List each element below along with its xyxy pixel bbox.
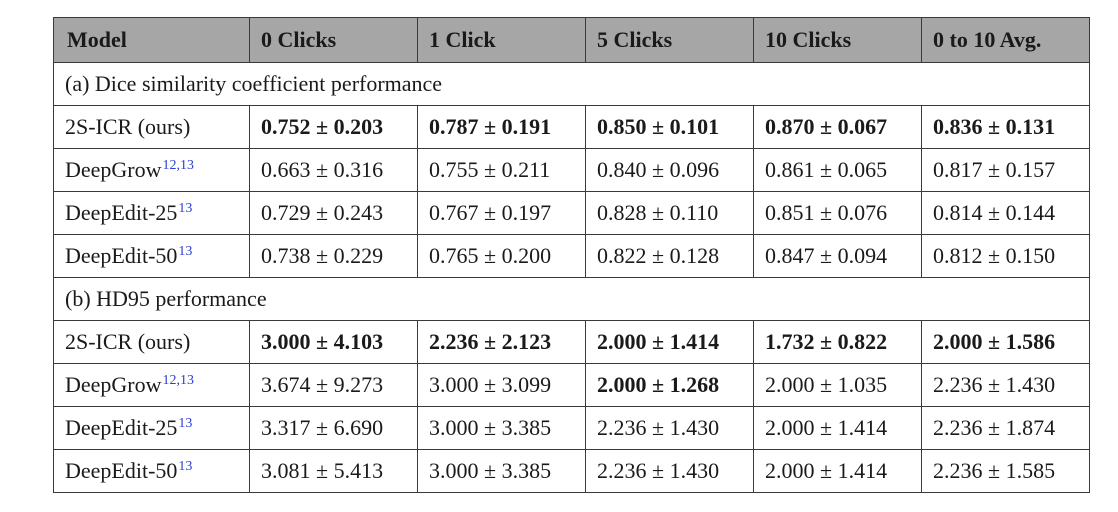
model-cell: DeepEdit-5013	[53, 234, 250, 278]
metric-cell: 0.851 ± 0.076	[753, 191, 922, 235]
table-row: DeepEdit-5013 0.738 ± 0.229 0.765 ± 0.200 0…	[53, 234, 1090, 278]
metric-cell: 0.847 ± 0.094	[753, 234, 922, 278]
metric-cell: 0.836 ± 0.131	[921, 105, 1090, 149]
metric-cell: 1.732 ± 0.822	[753, 320, 922, 364]
model-name: DeepEdit-50	[65, 243, 178, 268]
metric-cell: 0.850 ± 0.101	[585, 105, 754, 149]
citation-link[interactable]: 13	[178, 459, 193, 474]
section-title: (b) HD95 performance	[53, 277, 1090, 321]
model-cell: DeepEdit-2513	[53, 191, 250, 235]
metric-cell: 2.000 ± 1.035	[753, 363, 922, 407]
metric-cell: 0.729 ± 0.243	[249, 191, 418, 235]
citation-link[interactable]: 12,13	[162, 158, 195, 173]
section-row: (a) Dice similarity coefficient performa…	[53, 62, 1090, 106]
results-table: Model 0 Clicks 1 Click 5 Clicks 10 Click…	[53, 17, 1090, 493]
metric-cell: 2.000 ± 1.414	[753, 449, 922, 493]
model-cell: DeepGrow12,13	[53, 148, 250, 192]
model-cell: DeepGrow12,13	[53, 363, 250, 407]
metric-cell: 3.000 ± 3.385	[417, 449, 586, 493]
metric-cell: 2.236 ± 1.874	[921, 406, 1090, 450]
metric-cell: 2.000 ± 1.586	[921, 320, 1090, 364]
model-name: DeepGrow	[65, 372, 162, 397]
header-5-clicks: 5 Clicks	[585, 17, 754, 63]
metric-cell: 3.317 ± 6.690	[249, 406, 418, 450]
table-body: (a) Dice similarity coefficient performa…	[53, 62, 1090, 493]
metric-cell: 0.822 ± 0.128	[585, 234, 754, 278]
metric-cell: 0.663 ± 0.316	[249, 148, 418, 192]
metric-cell: 2.236 ± 1.430	[921, 363, 1090, 407]
model-name: 2S-ICR (ours)	[65, 329, 191, 354]
section-row: (b) HD95 performance	[53, 277, 1090, 321]
metric-cell: 2.236 ± 2.123	[417, 320, 586, 364]
metric-cell: 0.870 ± 0.067	[753, 105, 922, 149]
table-row: 2S-ICR (ours) 0.752 ± 0.203 0.787 ± 0.191 0…	[53, 105, 1090, 149]
header-avg: 0 to 10 Avg.	[921, 17, 1090, 63]
table-row: 2S-ICR (ours) 3.000 ± 4.103 2.236 ± 2.123 2…	[53, 320, 1090, 364]
metric-cell: 2.000 ± 1.414	[585, 320, 754, 364]
model-name: DeepEdit-25	[65, 200, 178, 225]
metric-cell: 0.787 ± 0.191	[417, 105, 586, 149]
citation-link[interactable]: 12,13	[162, 373, 195, 388]
citation-link[interactable]: 13	[178, 416, 193, 431]
metric-cell: 2.000 ± 1.414	[753, 406, 922, 450]
table-row: DeepEdit-5013 3.081 ± 5.413 3.000 ± 3.385 2…	[53, 449, 1090, 493]
metric-cell: 0.814 ± 0.144	[921, 191, 1090, 235]
metric-cell: 0.817 ± 0.157	[921, 148, 1090, 192]
header-10-clicks: 10 Clicks	[753, 17, 922, 63]
metric-cell: 0.812 ± 0.150	[921, 234, 1090, 278]
metric-cell: 3.674 ± 9.273	[249, 363, 418, 407]
header-row: Model 0 Clicks 1 Click 5 Clicks 10 Click…	[53, 17, 1090, 63]
model-name: DeepGrow	[65, 157, 162, 182]
metric-cell: 2.236 ± 1.585	[921, 449, 1090, 493]
model-cell: 2S-ICR (ours)	[53, 320, 250, 364]
table-row: DeepGrow12,13 3.674 ± 9.273 3.000 ± 3.099 2…	[53, 363, 1090, 407]
metric-cell: 0.752 ± 0.203	[249, 105, 418, 149]
metric-cell: 0.861 ± 0.065	[753, 148, 922, 192]
metric-cell: 0.767 ± 0.197	[417, 191, 586, 235]
metric-cell: 3.000 ± 3.099	[417, 363, 586, 407]
header-1-click: 1 Click	[417, 17, 586, 63]
header-model: Model	[53, 17, 250, 63]
model-cell: 2S-ICR (ours)	[53, 105, 250, 149]
metric-cell: 3.000 ± 4.103	[249, 320, 418, 364]
metric-cell: 3.081 ± 5.413	[249, 449, 418, 493]
metric-cell: 2.000 ± 1.268	[585, 363, 754, 407]
model-name: DeepEdit-25	[65, 415, 178, 440]
metric-cell: 3.000 ± 3.385	[417, 406, 586, 450]
model-name: DeepEdit-50	[65, 458, 178, 483]
model-cell: DeepEdit-2513	[53, 406, 250, 450]
section-title: (a) Dice similarity coefficient performa…	[53, 62, 1090, 106]
table-row: DeepEdit-2513 3.317 ± 6.690 3.000 ± 3.385 2…	[53, 406, 1090, 450]
header-0-clicks: 0 Clicks	[249, 17, 418, 63]
metric-cell: 0.755 ± 0.211	[417, 148, 586, 192]
metric-cell: 2.236 ± 1.430	[585, 449, 754, 493]
metric-cell: 0.765 ± 0.200	[417, 234, 586, 278]
table-row: DeepGrow12,13 0.663 ± 0.316 0.755 ± 0.211 0…	[53, 148, 1090, 192]
model-cell: DeepEdit-5013	[53, 449, 250, 493]
metric-cell: 0.840 ± 0.096	[585, 148, 754, 192]
metric-cell: 0.738 ± 0.229	[249, 234, 418, 278]
table-row: DeepEdit-2513 0.729 ± 0.243 0.767 ± 0.197 0…	[53, 191, 1090, 235]
model-name: 2S-ICR (ours)	[65, 114, 191, 139]
metric-cell: 0.828 ± 0.110	[585, 191, 754, 235]
citation-link[interactable]: 13	[178, 244, 193, 259]
metric-cell: 2.236 ± 1.430	[585, 406, 754, 450]
citation-link[interactable]: 13	[178, 201, 193, 216]
